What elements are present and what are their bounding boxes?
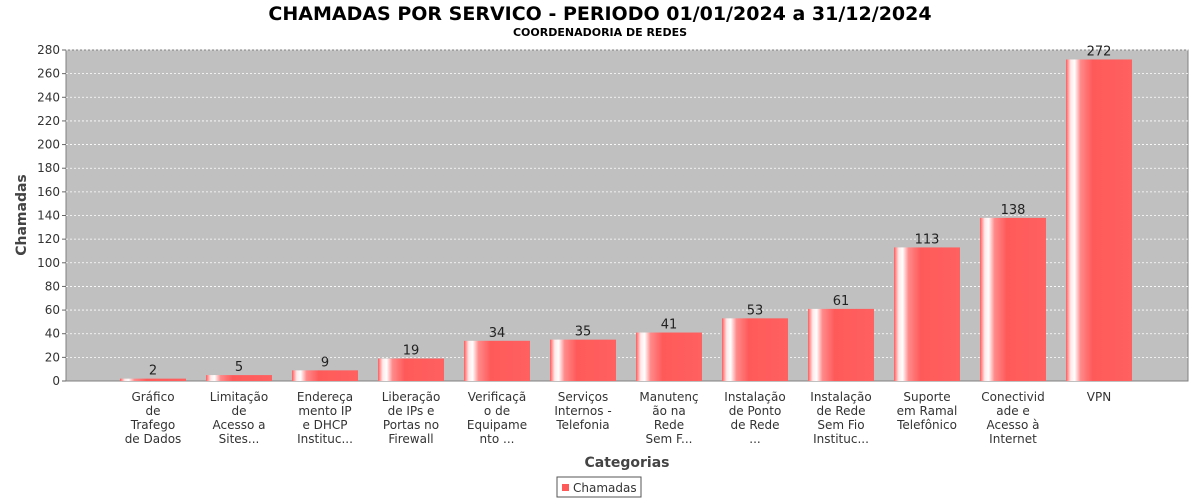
x-tick-label: em Ramal xyxy=(897,404,958,418)
bar-value-label: 9 xyxy=(321,355,329,370)
y-tick-label: 280 xyxy=(37,43,60,57)
bar-value-label: 2 xyxy=(149,364,157,379)
x-tick-label: Acesso a xyxy=(213,418,266,432)
bar-value-label: 272 xyxy=(1087,44,1112,59)
x-tick-label: Conectivid xyxy=(981,390,1044,404)
legend-label: Chamadas xyxy=(573,481,637,495)
bar-value-label: 41 xyxy=(661,318,678,333)
x-tick-label: ade e xyxy=(996,404,1030,418)
y-axis-label: Chamadas xyxy=(14,174,30,256)
chart-title: CHAMADAS POR SERVICO - PERIODO 01/01/202… xyxy=(268,3,931,25)
x-tick-label: Limitação xyxy=(210,390,268,404)
bar-value-label: 138 xyxy=(1001,203,1026,218)
bar-value-label: 35 xyxy=(575,325,592,340)
bar xyxy=(894,247,960,381)
x-tick-label: Portas no xyxy=(383,418,439,432)
x-tick-label: Endereça xyxy=(297,390,353,404)
bar xyxy=(722,318,788,381)
bar xyxy=(808,308,874,381)
x-tick-label: Telefônico xyxy=(896,418,957,432)
bar xyxy=(464,340,530,381)
x-tick-label: Firewall xyxy=(388,432,433,446)
bar xyxy=(206,375,272,381)
bar-value-label: 19 xyxy=(403,344,420,359)
bar-value-label: 53 xyxy=(747,303,764,318)
bar xyxy=(378,358,444,381)
bar xyxy=(1066,59,1132,381)
legend-box xyxy=(556,476,642,498)
y-tick-label: 80 xyxy=(45,279,60,293)
x-tick-label: Internos - xyxy=(554,404,611,418)
x-tick-label: de xyxy=(232,404,247,418)
y-tick-label: 0 xyxy=(52,374,60,388)
x-tick-label: Sem Fio xyxy=(817,418,864,432)
x-tick-label: Telefonia xyxy=(555,418,609,432)
bar xyxy=(636,332,702,381)
legend-swatch xyxy=(562,484,569,491)
y-tick-label: 100 xyxy=(37,256,60,270)
x-tick-label: Liberação xyxy=(382,390,441,404)
x-tick-label: Serviços xyxy=(558,390,609,404)
bar-value-label: 34 xyxy=(489,326,506,341)
bar-value-label: 5 xyxy=(235,360,243,375)
x-tick-label: Rede xyxy=(654,418,684,432)
x-tick-label: Sem F... xyxy=(646,432,693,446)
chart-subtitle: COORDENADORIA DE REDES xyxy=(513,26,687,39)
x-tick-label: Internet xyxy=(989,432,1037,446)
grid-layer xyxy=(66,49,1188,358)
x-axis-label: Categorias xyxy=(584,455,669,471)
x-tick-label: Trafego xyxy=(130,418,175,432)
x-tick-label: Gráfico xyxy=(131,390,174,404)
bar-layer: 2 5 9 19 34 35 41 53 61 113 138 272 xyxy=(120,44,1132,381)
x-tick-label: de xyxy=(146,404,161,418)
x-tick-label: ão na xyxy=(652,404,685,418)
x-tick-label: mento IP xyxy=(298,404,351,418)
bar xyxy=(120,378,186,381)
y-tick-label: 200 xyxy=(37,138,60,152)
bar xyxy=(550,339,616,381)
bar xyxy=(980,217,1046,381)
y-tick-label: 260 xyxy=(37,67,60,81)
x-tick-label: Instalação xyxy=(810,390,871,404)
x-tick-label: de IPs e xyxy=(388,404,435,418)
y-tick-label: 160 xyxy=(37,185,60,199)
x-tick-label: Verificaçã xyxy=(468,390,526,404)
x-tick-label: Instalação xyxy=(724,390,785,404)
y-tick-label: 120 xyxy=(37,232,60,246)
x-tick-label: Manutenç xyxy=(639,390,698,404)
x-tick-label: o de xyxy=(484,404,510,418)
x-tick-label: de Dados xyxy=(125,432,182,446)
x-tick-label: Suporte xyxy=(903,390,950,404)
bar-value-label: 61 xyxy=(833,294,850,309)
x-tick-label: de Ponto xyxy=(729,404,782,418)
x-tick-label: Instituc... xyxy=(813,432,869,446)
x-tick-label: de Rede xyxy=(731,418,780,432)
y-tick-label: 240 xyxy=(37,90,60,104)
x-tick-label: e DHCP xyxy=(302,418,347,432)
y-tick-label: 60 xyxy=(45,303,60,317)
y-tick-label: 40 xyxy=(45,327,60,341)
bar-value-label: 113 xyxy=(915,232,940,247)
y-tick-label: 220 xyxy=(37,114,60,128)
x-tick-label: Instituc... xyxy=(297,432,353,446)
x-tick-label: Acesso à xyxy=(987,418,1040,432)
x-tick-label: VPN xyxy=(1087,390,1111,404)
y-tick-label: 20 xyxy=(45,350,60,364)
x-tick-label: Sites... xyxy=(219,432,260,446)
x-tick-label: ... xyxy=(749,432,760,446)
y-tick-label: 180 xyxy=(37,161,60,175)
y-tick-label: 140 xyxy=(37,209,60,223)
legend: Chamadas xyxy=(556,476,642,498)
bar xyxy=(292,370,358,381)
x-tick-label: Equipame xyxy=(467,418,527,432)
y-axis: 0 20 40 60 80 100 120 140 160 180 200 220 240 260 280 xyxy=(37,43,66,388)
x-tick-label: de Rede xyxy=(817,404,866,418)
x-tick-label: nto ... xyxy=(480,432,515,446)
